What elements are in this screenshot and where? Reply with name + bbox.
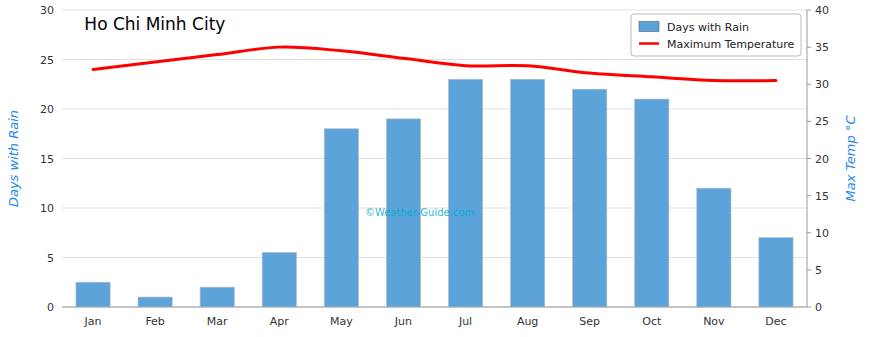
bar — [511, 79, 545, 307]
bar — [759, 238, 793, 307]
y2-tick-label: 15 — [815, 190, 829, 203]
y2-tick — [807, 195, 811, 196]
legend-swatch — [639, 22, 659, 32]
legend-swatch — [639, 42, 659, 45]
y-axis-label: Days with Rain — [6, 110, 21, 207]
y-tick-label: 30 — [40, 4, 54, 17]
y-tick-label: 15 — [40, 153, 54, 166]
y2-tick-label: 35 — [815, 41, 829, 54]
plot-area — [76, 47, 793, 307]
title: Ho Chi Minh City — [84, 14, 225, 34]
grid — [62, 10, 807, 307]
grid-line — [62, 307, 807, 308]
grid-line — [62, 109, 807, 110]
y2-axis-label: Max Temp °C — [843, 115, 858, 202]
y2-tick-label: 30 — [815, 78, 829, 91]
legend-box — [631, 14, 801, 56]
y2-tick — [807, 10, 811, 11]
bar — [262, 253, 296, 307]
chart-container: 0 5 10 15 20 25 30 0 5 10 15 20 25 30 35 40 Jan Feb Mar Apr… — [0, 0, 869, 337]
grid-line — [62, 10, 807, 11]
x-axis — [62, 307, 807, 308]
bar — [200, 287, 234, 307]
bar — [76, 282, 110, 307]
x-tick-label: Nov — [703, 315, 725, 328]
y2-tick — [807, 307, 811, 308]
x-tick-label: Jan — [84, 315, 102, 328]
y-tick-label: 20 — [40, 103, 54, 116]
bar — [138, 297, 172, 307]
watermark: ©Weather-Guide.com — [365, 207, 474, 218]
y2-tick-label: 25 — [815, 115, 829, 128]
x-tick-label: Feb — [145, 315, 164, 328]
y-tick-label: 0 — [47, 301, 54, 314]
y-tick-label: 25 — [40, 54, 54, 67]
y2-tick-label: 5 — [815, 264, 822, 277]
x-tick-label: Oct — [642, 315, 662, 328]
grid-line — [62, 158, 807, 159]
bar — [448, 79, 482, 307]
y2-tick — [807, 121, 811, 122]
y2-axis — [807, 10, 808, 307]
x-tick-label: Jun — [394, 315, 412, 328]
chart-svg: 0 5 10 15 20 25 30 0 5 10 15 20 25 30 35 40 Jan Feb Mar Apr… — [0, 0, 869, 337]
y2-tick-label: 20 — [815, 153, 829, 166]
bar — [573, 89, 607, 307]
x-tick-label: Apr — [270, 315, 290, 328]
grid-line — [62, 257, 807, 258]
x-tick-label: Aug — [517, 315, 538, 328]
bar — [697, 188, 731, 307]
x-tick-label: May — [330, 315, 353, 328]
y2-tick — [807, 232, 811, 233]
legend-label: Days with Rain — [667, 21, 749, 34]
y2-tick — [807, 84, 811, 85]
y-tick-label: 10 — [40, 202, 54, 215]
bar — [324, 129, 358, 307]
y2-tick — [807, 269, 811, 270]
y2-tick-label: 0 — [815, 301, 822, 314]
y2-tick — [807, 47, 811, 48]
x-tick-label: Dec — [765, 315, 786, 328]
y-tick-label: 5 — [47, 252, 54, 265]
legend: Days with Rain Maximum Temperature — [631, 14, 801, 56]
y2-tick-label: 10 — [815, 227, 829, 240]
y2-tick-label: 40 — [815, 4, 829, 17]
legend-label: Maximum Temperature — [667, 38, 795, 51]
bar — [635, 99, 669, 307]
y2-tick — [807, 158, 811, 159]
x-tick-label: Mar — [207, 315, 228, 328]
x-tick-label: Jul — [458, 315, 472, 328]
x-tick-label: Sep — [579, 315, 600, 328]
